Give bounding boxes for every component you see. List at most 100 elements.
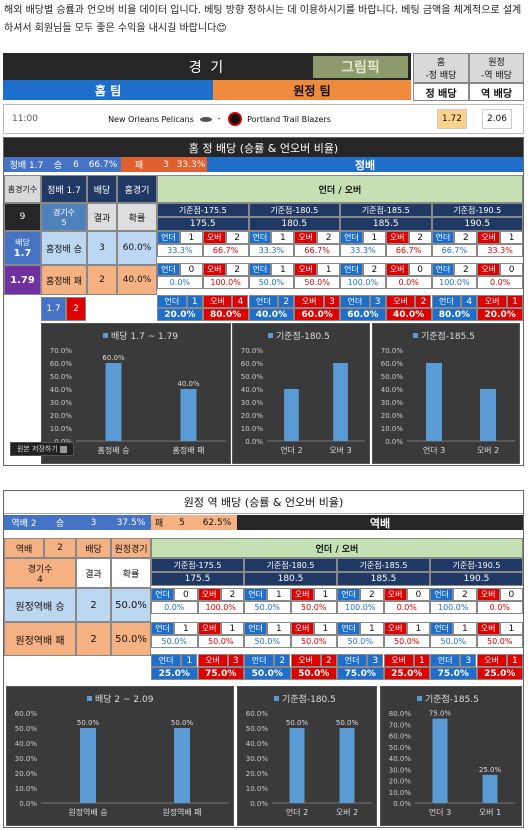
over-pct: 0.0% [476,601,523,614]
line-header-text: 기준점-190.5 [453,205,502,215]
summary-lose: 3 [157,157,175,172]
total-under-pct: 60.0% [340,308,386,321]
games-hdr-text: 경기수 [27,564,53,575]
total-under-pct-text: 20.0% [164,309,196,320]
chart-odds: 배당 2 ~ 2.09 0.0% 10.0% 20.0% 30.0% 40.0% 50.0%… [6,686,234,826]
total-over-count: 3 [323,295,340,308]
save-image-button[interactable]: 원본 저장하기 [10,442,74,456]
over-pct: 50.0% [290,601,337,614]
over-text: 오버 [294,590,310,599]
over-text: 오버 [480,624,496,633]
category-label: 오버 1 [479,807,501,817]
under-label: 언더 [431,231,455,244]
y-tick-label: 30.0% [241,399,264,407]
under-pct-text: 100.0% [437,603,469,612]
under-pct: 0.0% [157,276,203,289]
under-text: 언더 [252,265,268,274]
col-away-bot: -역 배당 [481,71,512,81]
over-label: 오버 [202,263,226,276]
total-under-pct: 50.0% [244,667,291,680]
total-over-text: 오버 [205,656,220,665]
total-under-count: 3 [367,654,384,667]
y-tick-label: 50.0% [389,744,412,752]
under-count: 1 [271,263,295,276]
under-label: 언더 [244,588,268,601]
chart-odds: 배당 1.7 ~ 1.790.0%10.0%20.0%30.0%40.0%50.… [41,323,231,464]
over-text: 오버 [387,624,403,633]
under-count: 1 [453,622,477,635]
over-pct: 50.0% [290,635,337,648]
over-count-text: 0 [508,589,515,600]
under-pct: 50.0% [337,635,384,648]
bar [333,363,348,441]
under-count: 1 [267,622,291,635]
bar [174,728,190,803]
over-pct: 66.7% [294,244,340,257]
line-header-text: 기준점-180.5 [270,205,319,215]
under-label: 언더 [340,231,363,244]
y-tick-label: 30.0% [389,766,412,774]
over-count-text: 1 [508,623,515,634]
y-tick-label: 20.0% [241,412,264,420]
over-pct-text: 66.7% [304,246,330,255]
line-value-text: 180.5 [281,219,308,229]
summary-lose-pct: 62.5% [197,515,237,530]
under-pct: 50.0% [244,635,291,648]
under-text: 언더 [248,590,263,599]
summary-side: 역배 [237,515,523,530]
data-label: 75.0% [429,710,452,718]
under-count: 1 [267,588,291,601]
under-over-title: 언더 / 오버 [157,175,523,203]
under-pct: 50.0% [244,601,291,614]
total-over-pct-text: 40.0% [393,309,425,320]
intro-text: 해외 배당별 승률과 언오버 비율 데이터 입니다. 베팅 방향 정하시는 데 … [4,5,522,34]
under-pct-text: 0.0% [164,603,185,612]
over-text: 오버 [298,265,314,274]
over-label: 오버 [477,263,501,276]
total-under-count: 2 [274,654,291,667]
over-count: 2 [225,231,249,244]
over-pct: 66.7% [202,244,249,257]
total-over-pct: 60.0% [294,308,340,321]
total-under-text: 언더 [158,656,174,665]
under-pct: 100.0% [431,276,478,289]
total-over-label: 오버 [477,295,507,308]
total-under-pct-text: 50.0% [251,668,283,679]
line-value: 175.5 [151,572,244,586]
under-count-text: 1 [279,232,286,243]
over-count: 2 [225,263,249,276]
legend-swatch [274,696,279,701]
away-odds-value[interactable]: 2.06 [482,109,512,129]
total-over-text: 오버 [210,297,225,306]
total-under-label: 언더 [157,295,187,308]
bar [339,728,355,803]
chart-line-180: 기준점-180.5 0.0% 10.0% 20.0% 30.0% 40.0% 50.0% 60… [237,686,377,826]
col-rate: 확률 [117,203,157,231]
lose-name: 홈정배 패 [41,265,87,295]
home-odds-value[interactable]: 1.72 [437,109,467,129]
under-label: 언더 [248,231,272,244]
category-label: 오버 3 [329,445,351,455]
games-hdr-text: 경기수 [52,208,76,217]
over-pct: 33.3% [477,244,523,257]
total-over-pct: 80.0% [202,308,249,321]
total-over-count-text: 1 [418,655,425,666]
under-pct: 100.0% [340,276,386,289]
under-label: 언더 [337,588,361,601]
y-tick-label: 80.0% [389,710,412,718]
total-over-pct: 40.0% [385,308,432,321]
under-count-text: 0 [188,264,195,275]
y-tick-label: 0.0% [19,800,37,808]
match-row[interactable]: 11:00 New Orleans Pelicans - Portland Tr… [3,104,524,134]
bar [289,728,305,803]
under-count: 1 [174,622,198,635]
chart-line-185: 기준점-185.5 0.0% 10.0% 20.0% 30.0% 40.0% 50.0% 60… [380,686,522,826]
total-over-count: 1 [506,654,523,667]
col-rate: 확률 [111,558,151,588]
under-text: 언더 [435,265,451,274]
total-under-pct-text: 60.0% [347,309,379,320]
legend-swatch [87,696,92,701]
over-count-text: 1 [322,589,329,600]
odds-label: 역배 [4,538,44,558]
under-count-text: 0 [183,589,189,600]
